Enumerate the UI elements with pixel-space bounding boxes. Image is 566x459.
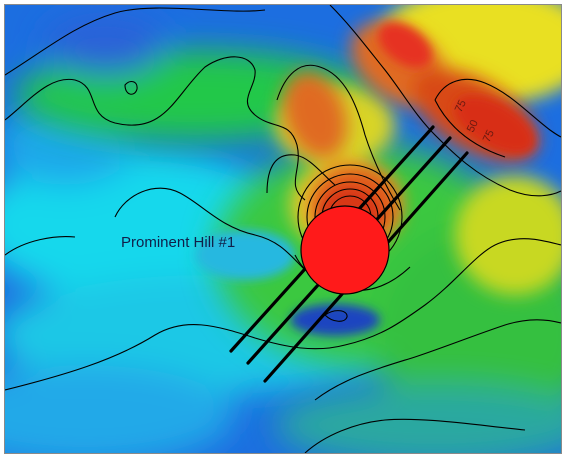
contour-label-2: 50 <box>465 118 481 134</box>
color-field <box>5 5 561 453</box>
map-canvas: 75 50 75 Prominent Hill #1 <box>5 5 561 453</box>
contour-label-3: 75 <box>481 128 497 144</box>
contour-lines <box>5 5 561 453</box>
anomaly-target-marker[interactable] <box>300 205 390 295</box>
contour-label-1: 75 <box>453 98 469 114</box>
contour-value-labels: 75 50 75 <box>453 98 497 144</box>
geophysical-anomaly-map: 75 50 75 Prominent Hill #1 <box>4 4 562 454</box>
prominent-hill-label: Prominent Hill #1 <box>121 234 235 251</box>
